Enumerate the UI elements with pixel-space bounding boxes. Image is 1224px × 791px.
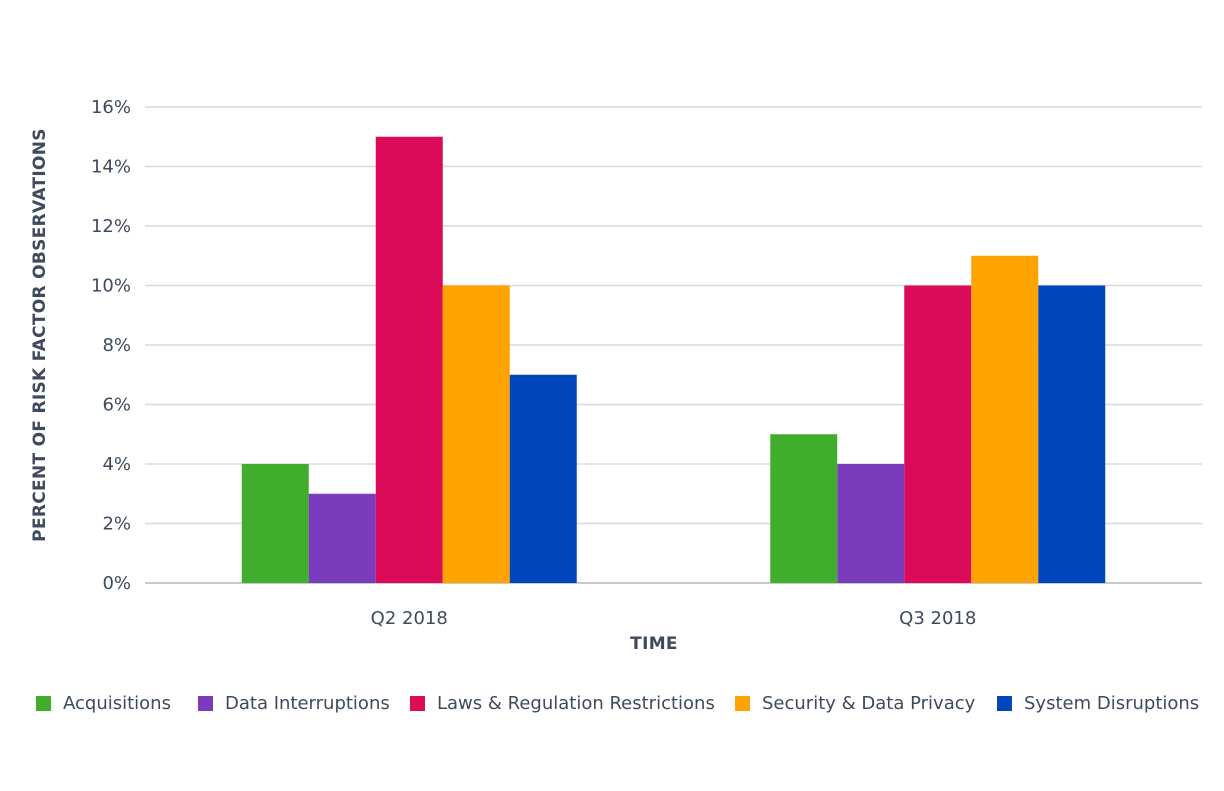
y-tick-label: 8%: [102, 335, 131, 356]
x-tick-label: Q2 2018: [371, 608, 448, 629]
bar: [442, 285, 510, 583]
y-axis-ticks: 0% 2% 4% 6% 8% 10% 12% 14% 16%: [91, 97, 131, 594]
bar: [770, 434, 838, 583]
y-tick-label: 14%: [91, 157, 131, 178]
legend-label: Data Interruptions: [225, 692, 390, 714]
y-tick-label: 2%: [102, 514, 131, 535]
legend-item: Security & Data Privacy: [735, 688, 975, 718]
y-tick-label: 0%: [102, 573, 131, 594]
bar: [1038, 285, 1106, 583]
legend-item: Acquisitions: [36, 688, 171, 718]
y-tick-label: 16%: [91, 97, 131, 118]
legend-label: System Disruptions: [1024, 692, 1200, 714]
legend-item: Laws & Regulation Restrictions: [410, 688, 715, 718]
bar: [241, 464, 309, 583]
x-axis-title: TIME: [630, 634, 678, 654]
bar: [971, 255, 1039, 583]
bar-chart: 0% 2% 4% 6% 8% 10% 12% 14% 16% Q2 2018 Q3 2018 TI…: [30, 97, 1202, 654]
y-tick-label: 12%: [91, 216, 131, 237]
y-tick-label: 6%: [102, 395, 131, 416]
legend-swatch: [997, 695, 1012, 711]
legend-item: System Disruptions: [997, 688, 1199, 718]
legend-item: Data Interruptions: [198, 688, 390, 718]
y-tick-label: 10%: [91, 276, 131, 297]
bar: [509, 374, 577, 583]
legend-swatch: [410, 695, 425, 711]
bar: [308, 493, 376, 583]
bar: [375, 136, 443, 583]
legend-label: Acquisitions: [63, 692, 171, 714]
legend: Acquisitions Data Interruptions Laws & Reg…: [0, 688, 1224, 718]
legend-label: Laws & Regulation Restrictions: [437, 692, 715, 714]
x-axis-ticks: Q2 2018 Q3 2018: [371, 608, 977, 629]
bar: [837, 464, 905, 583]
legend-swatch: [198, 695, 213, 711]
x-tick-label: Q3 2018: [899, 608, 976, 629]
legend-swatch: [735, 695, 750, 711]
y-tick-label: 4%: [102, 454, 131, 475]
legend-swatch: [36, 695, 51, 711]
y-axis-title: PERCENT OF RISK FACTOR OBSERVATIONS: [30, 128, 50, 542]
bars: [241, 136, 1106, 583]
legend-label: Security & Data Privacy: [762, 692, 976, 714]
bar: [904, 285, 972, 583]
